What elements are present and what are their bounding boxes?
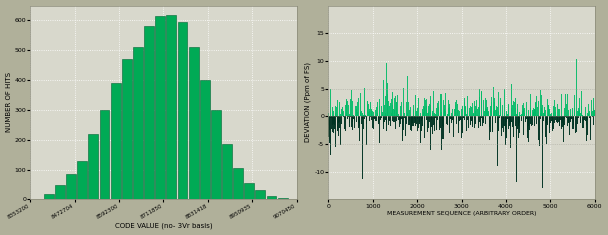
X-axis label: MEASUREMENT SEQUENCE (ARBITRARY ORDER): MEASUREMENT SEQUENCE (ARBITRARY ORDER) — [387, 211, 536, 216]
Bar — [211, 110, 221, 200]
Y-axis label: NUMBER OF HITS: NUMBER OF HITS — [5, 72, 12, 133]
Bar — [266, 196, 277, 200]
Bar — [178, 22, 187, 200]
Y-axis label: DEVIATION (Ppm of FS): DEVIATION (Ppm of FS) — [305, 63, 311, 142]
Bar — [278, 198, 288, 200]
Bar — [200, 80, 210, 200]
Bar — [255, 191, 265, 200]
Bar — [155, 16, 165, 200]
Bar — [77, 161, 87, 200]
X-axis label: CODE VALUE (no- 3Vr basis): CODE VALUE (no- 3Vr basis) — [114, 223, 212, 229]
Bar — [167, 15, 176, 200]
Bar — [111, 83, 120, 200]
Bar — [222, 144, 232, 200]
Bar — [133, 47, 143, 200]
Bar — [233, 168, 243, 200]
Bar — [100, 110, 109, 200]
Bar — [55, 184, 65, 200]
Bar — [244, 183, 254, 200]
Bar — [44, 194, 54, 200]
Bar — [66, 174, 76, 200]
Bar — [144, 26, 154, 200]
Bar — [33, 199, 43, 200]
Bar — [188, 47, 199, 200]
Bar — [122, 59, 132, 200]
Bar — [289, 199, 299, 200]
Bar — [88, 134, 98, 200]
